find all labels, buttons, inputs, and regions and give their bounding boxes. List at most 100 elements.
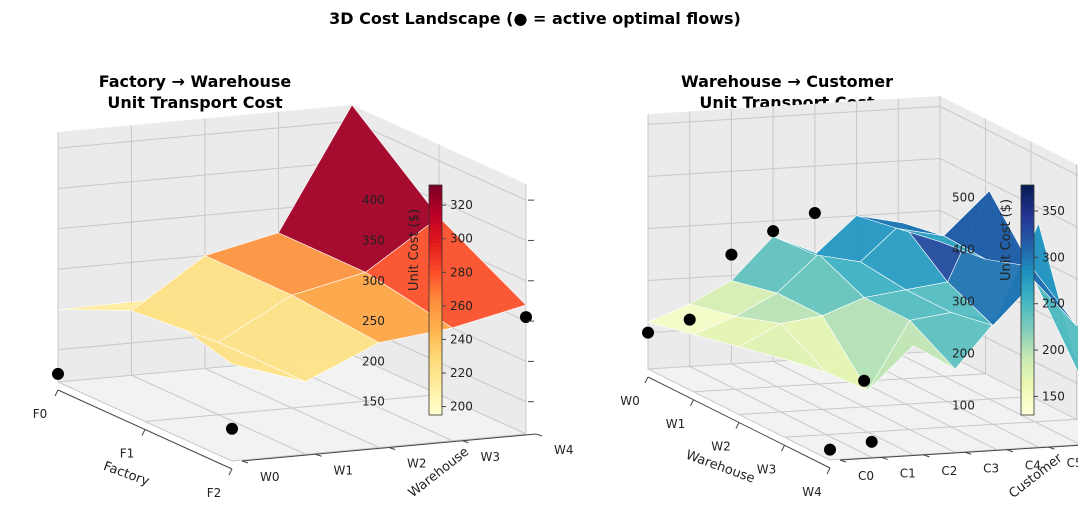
colorbar-segment [429, 365, 442, 370]
colorbar-tick-label: 250 [1042, 297, 1065, 311]
colorbar-segment [429, 326, 442, 332]
colorbar-segment [429, 192, 442, 197]
colorbar-segment [429, 338, 442, 343]
colorbar-segment [429, 357, 442, 362]
colorbar-segment [1021, 388, 1034, 393]
active-flow-marker [226, 422, 238, 435]
colorbar-segment [429, 307, 442, 312]
y-tick-label: W0 [260, 470, 280, 484]
z-tick-label: 350 [362, 233, 385, 247]
x-tick-mark [735, 422, 740, 429]
colorbar-segment [429, 280, 442, 286]
active-flow-marker [767, 225, 780, 238]
colorbar-tick-label: 300 [450, 232, 473, 246]
x-tick-mark [54, 389, 59, 397]
colorbar-segment [1021, 234, 1034, 240]
colorbar-segment [1021, 204, 1034, 209]
y-tick-label: W2 [407, 457, 427, 471]
colorbar-segment [1021, 319, 1034, 324]
colorbar-segment [429, 349, 442, 355]
grid-line [647, 105, 1078, 176]
z-axis-title: Unit Cost ($) [999, 199, 1014, 281]
colorbar-tick-label: 300 [1042, 250, 1065, 264]
grid-line [647, 209, 1078, 281]
colorbar-segment [1021, 376, 1034, 381]
colorbar-segment [429, 242, 442, 247]
colorbar-segment [1021, 211, 1034, 217]
z-tick-label: 500 [952, 190, 975, 204]
colorbar-segment [429, 250, 442, 255]
colorbar-segment [429, 300, 442, 305]
chart-title-line: Unit Transport Cost [107, 93, 283, 112]
colorbar-segment [1021, 357, 1034, 362]
colorbar-segment [1021, 185, 1034, 190]
colorbar-segment [429, 234, 442, 240]
colorbar-segment [429, 265, 442, 270]
colorbar-segment [429, 380, 442, 385]
chart-title-line: Warehouse → Customer [681, 72, 893, 91]
colorbar-segment [429, 361, 442, 366]
colorbar-segment [1021, 208, 1034, 213]
x-tick-label: W1 [666, 417, 686, 431]
colorbar-segment [429, 227, 442, 232]
colorbar-segment [429, 257, 442, 263]
colorbar-segment [1021, 254, 1034, 259]
z-tick-label: 200 [362, 354, 385, 368]
colorbar-segment [429, 388, 442, 393]
colorbar-segment [1021, 215, 1034, 220]
z-tick-label: 400 [362, 193, 385, 207]
active-flow-marker [642, 326, 654, 339]
colorbar-segment [1021, 273, 1034, 278]
colorbar-frame [428, 184, 443, 416]
colorbar-segment [1021, 407, 1034, 412]
grid-line [57, 132, 233, 462]
colorbar-segment [1021, 265, 1034, 270]
colorbar-segment [429, 342, 442, 347]
colorbar-segment [1021, 334, 1034, 339]
colorbar-segment [429, 231, 442, 236]
colorbar-segment [429, 188, 442, 194]
colorbar-segment [1021, 395, 1034, 401]
colorbar-segment [429, 376, 442, 381]
colorbar-segment [1021, 311, 1034, 316]
colorbar-segment [1021, 411, 1034, 416]
colorbar-segment [429, 411, 442, 416]
colorbar-tick-label: 150 [1042, 389, 1065, 403]
colorbar-segment [1021, 346, 1034, 351]
z-tick-label: 250 [362, 314, 385, 328]
colorbar-segment [1021, 227, 1034, 232]
x-tick-label: F2 [207, 486, 222, 500]
grid-line [647, 157, 1078, 229]
colorbar-segment [1021, 369, 1034, 374]
grid-line [689, 111, 872, 458]
y-tick-label: C1 [900, 466, 916, 480]
y-tick-mark [839, 459, 847, 463]
y-tick-mark [315, 453, 322, 457]
y-tick-mark [535, 433, 543, 437]
colorbar-segment [1021, 342, 1034, 347]
colorbar-segment [429, 407, 442, 412]
colorbar-segment [1021, 365, 1034, 370]
colorbar-segment [1021, 192, 1034, 197]
grid-line [730, 108, 914, 456]
colorbar-segment [429, 296, 442, 301]
colorbar-segment [429, 346, 442, 351]
colorbar-segment [429, 211, 442, 217]
y-tick-mark [388, 447, 396, 450]
x-tick-label: W4 [802, 485, 822, 499]
colorbar-segment [429, 246, 442, 251]
colorbar-segment [1021, 250, 1034, 255]
colorbar-segment [1021, 303, 1034, 309]
y-tick-label: C2 [941, 464, 957, 478]
colorbar-segment [429, 315, 442, 320]
colorbar-segment [429, 369, 442, 374]
colorbar-segment [1021, 246, 1034, 251]
z-tick-label: 200 [952, 347, 975, 361]
z-tick-label: 300 [952, 294, 975, 308]
y-tick-mark [881, 456, 888, 460]
colorbar-segment [429, 323, 442, 328]
colorbar-segment [429, 292, 442, 297]
z-axis-title: Unit Cost ($) [407, 209, 422, 291]
